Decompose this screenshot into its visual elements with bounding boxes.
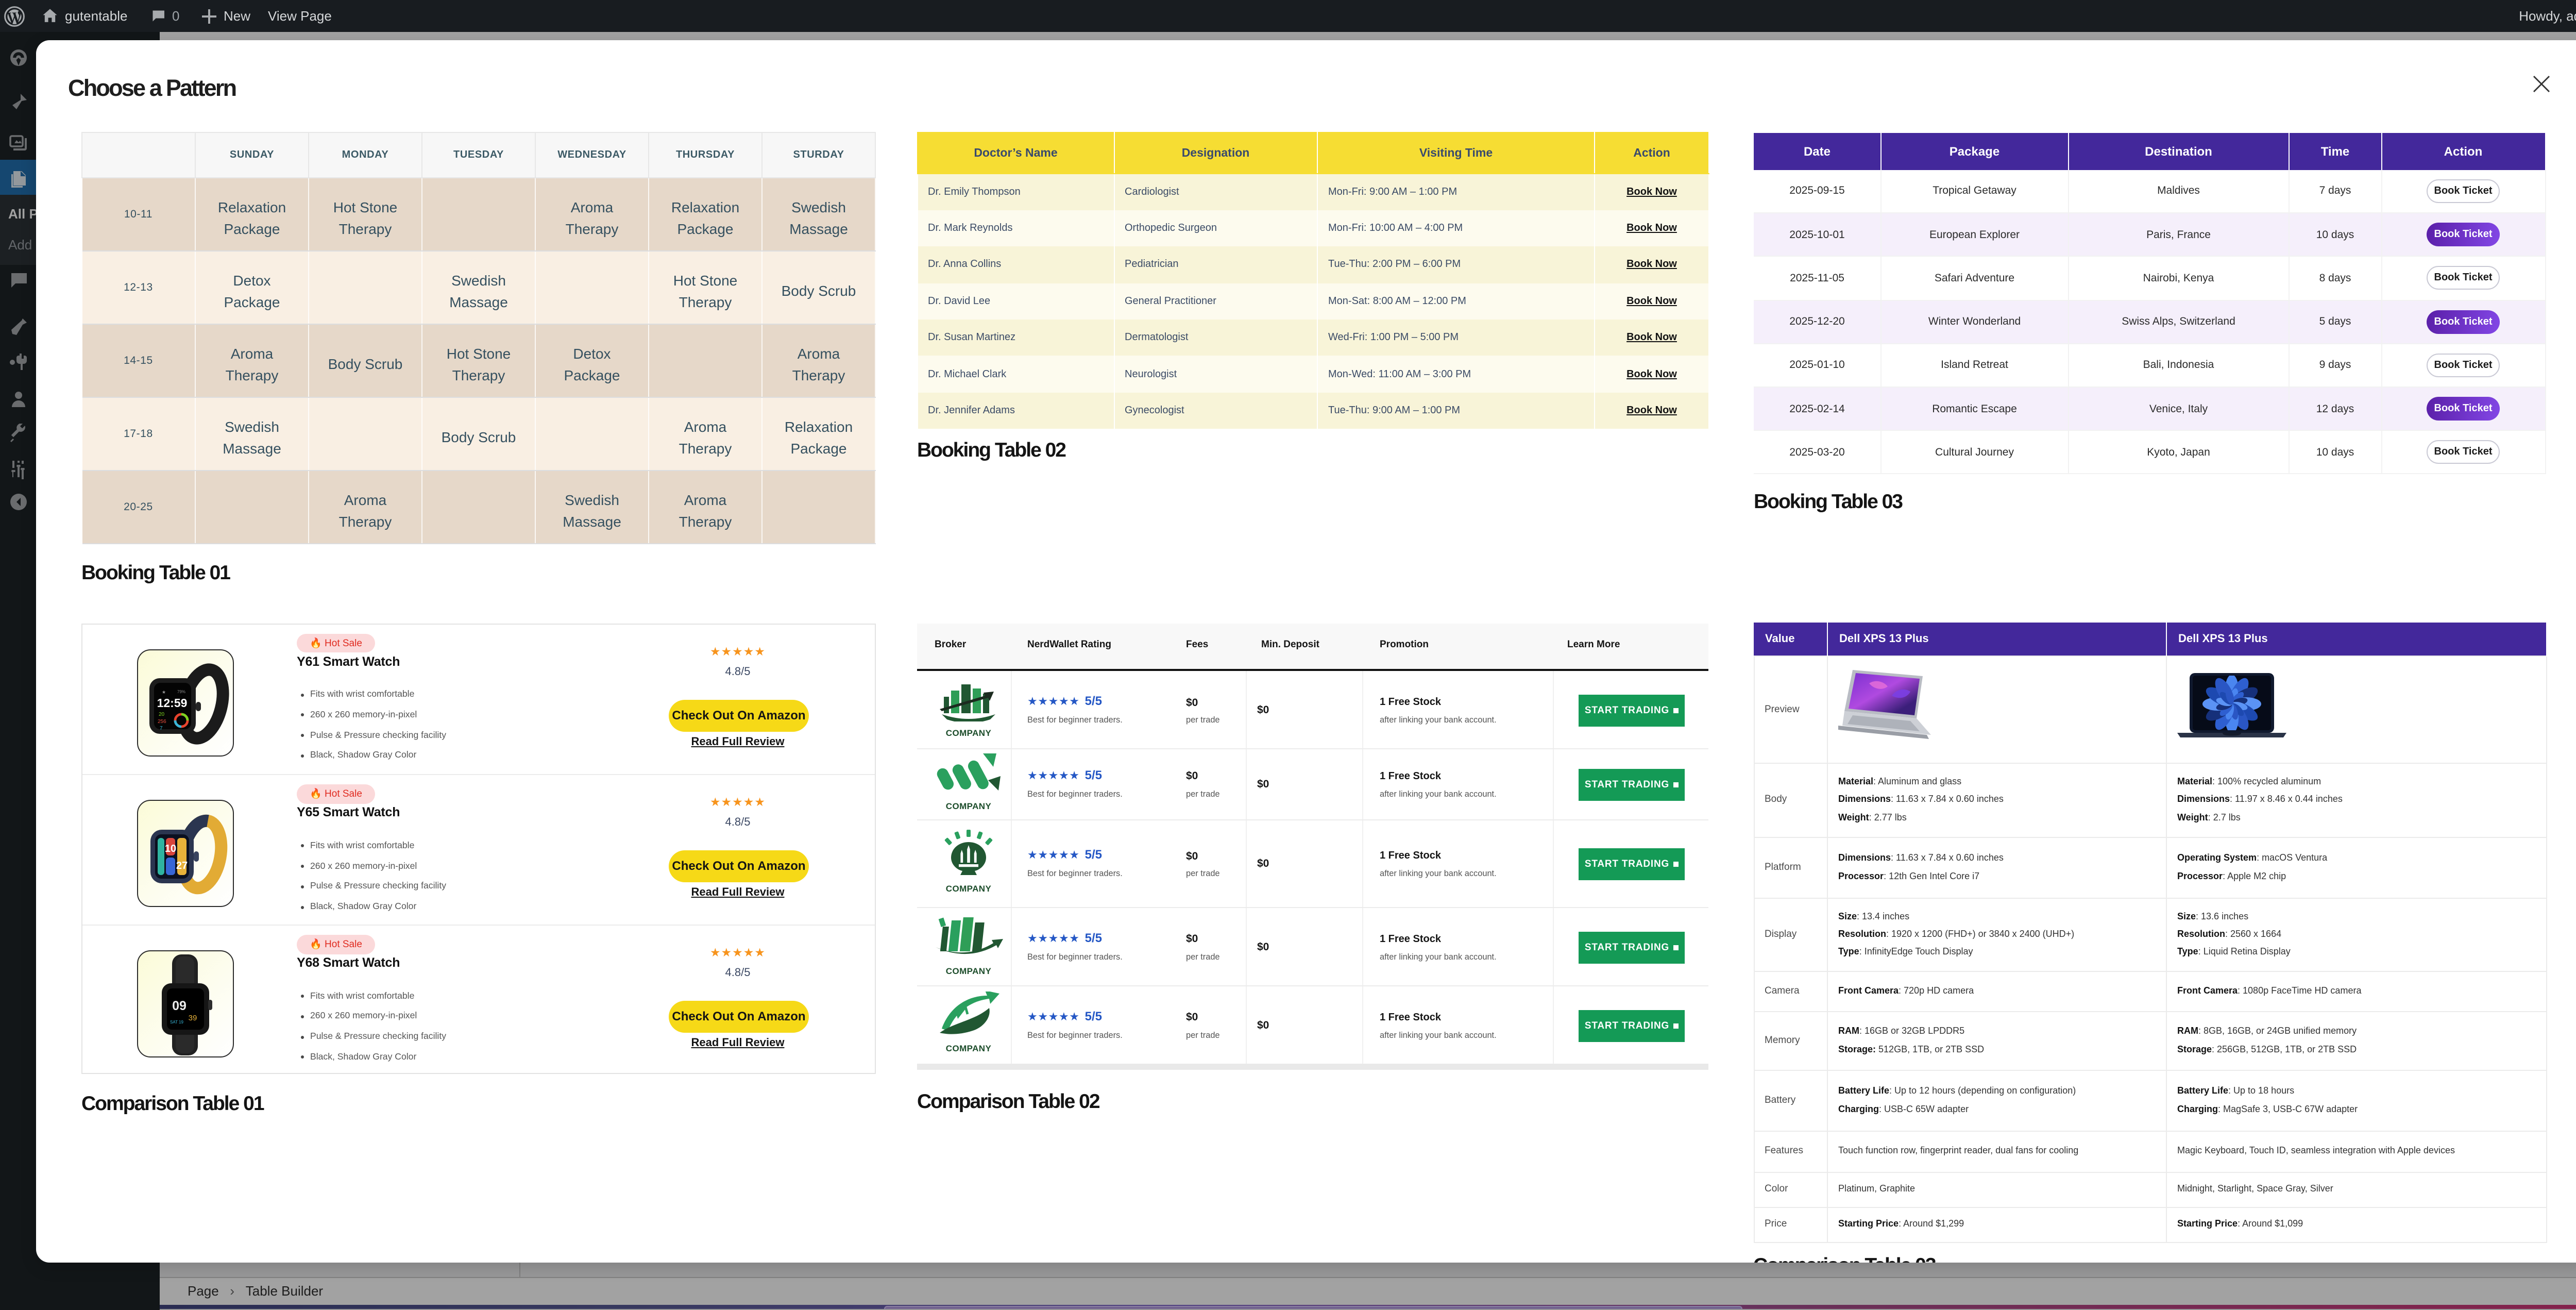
- svg-text:20: 20: [159, 711, 165, 717]
- svg-text:79%: 79%: [177, 689, 185, 694]
- svg-text:39: 39: [189, 1014, 197, 1022]
- svg-text:256: 256: [158, 718, 166, 724]
- svg-text:09: 09: [172, 999, 187, 1013]
- svg-text:★: ★: [162, 689, 166, 694]
- svg-text:27: 27: [176, 861, 188, 872]
- svg-text:SAT 19: SAT 19: [170, 1020, 183, 1025]
- svg-text:12:59: 12:59: [157, 696, 188, 709]
- svg-text:10: 10: [165, 844, 176, 855]
- svg-text:7: 7: [160, 725, 163, 731]
